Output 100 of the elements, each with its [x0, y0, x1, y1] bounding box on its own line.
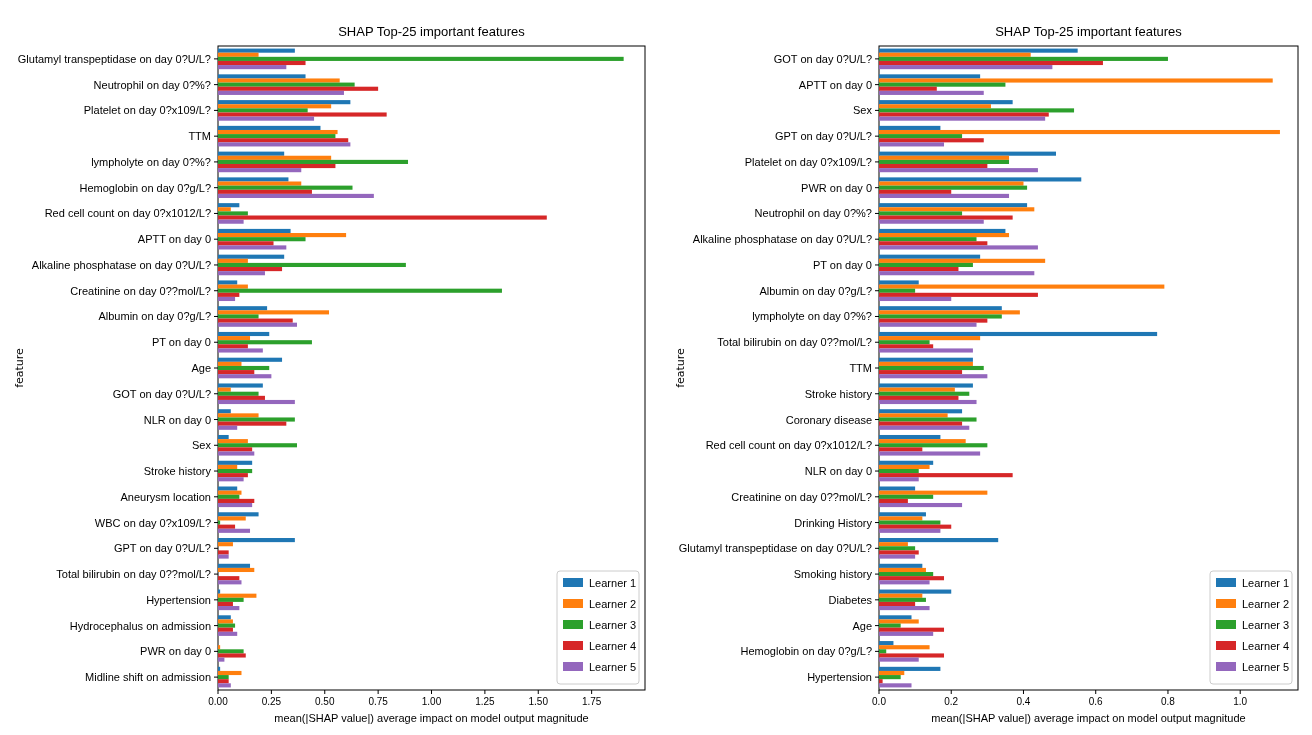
y-tick-label: Aneurysm location	[120, 490, 211, 503]
bar	[879, 649, 887, 654]
bar	[879, 344, 934, 349]
y-tick-label: Total bilirubin on day 0??mol/L?	[717, 336, 872, 349]
y-tick-label: Hydrocephalus on admission	[69, 619, 211, 632]
bar	[879, 425, 970, 430]
bar	[218, 619, 233, 624]
y-tick-label: Hypertension	[146, 593, 211, 606]
bar	[218, 627, 233, 632]
bar	[218, 464, 238, 469]
bar	[218, 679, 229, 684]
x-tick-label: 1.25	[475, 696, 496, 707]
bar	[879, 439, 966, 444]
y-tick-label: Creatinine on day 0??mol/L?	[70, 284, 211, 297]
bar	[879, 181, 1024, 186]
bar	[879, 262, 973, 268]
bar	[879, 78, 1273, 83]
bar	[218, 399, 295, 405]
y-tick-label: Smoking history	[793, 568, 873, 581]
bar	[879, 623, 901, 628]
y-tick-label: Red cell count on day 0?x1012/L?	[705, 439, 872, 452]
bar	[218, 623, 236, 628]
bar	[879, 348, 973, 353]
bar	[218, 447, 253, 452]
bar	[879, 233, 1010, 238]
bar	[218, 494, 240, 499]
bar	[879, 361, 973, 366]
bar	[218, 142, 351, 147]
bar	[218, 193, 374, 198]
bar	[879, 417, 977, 422]
bar	[879, 645, 930, 650]
bar	[879, 116, 1046, 121]
bar	[879, 365, 984, 371]
bar	[218, 567, 255, 573]
bar	[218, 82, 355, 87]
bar	[218, 387, 231, 392]
bar	[218, 683, 231, 688]
bar	[879, 374, 988, 379]
bar	[218, 168, 302, 173]
bar	[879, 498, 908, 503]
bar	[218, 60, 306, 66]
y-tick-label: Glutamyl transpeptidase on day 0?U/L?	[17, 52, 211, 65]
bar	[879, 142, 945, 147]
bar	[218, 370, 255, 375]
y-tick-label: Red cell count on day 0?x1012/L?	[44, 207, 211, 220]
bar	[218, 417, 295, 422]
y-tick-label: Stroke history	[804, 387, 873, 400]
bar	[879, 627, 945, 632]
bar	[879, 524, 952, 529]
bar	[218, 134, 336, 139]
bar	[879, 48, 1078, 53]
bar	[879, 185, 1028, 190]
bar	[218, 631, 238, 636]
bar	[218, 296, 236, 302]
bar	[218, 550, 229, 555]
bar	[218, 512, 259, 517]
x-tick-label: 0.6	[1088, 696, 1104, 707]
bar	[218, 670, 242, 676]
bar	[218, 219, 244, 224]
bar	[879, 314, 1002, 319]
y-tick-label: GPT on day 0?U/L?	[113, 542, 211, 555]
bar	[879, 675, 901, 680]
bar	[218, 207, 231, 212]
bar	[879, 447, 923, 452]
y-tick-label: Alkaline phosphatase on day 0?U/L?	[31, 258, 211, 271]
bar	[879, 395, 959, 400]
bar	[879, 399, 977, 405]
bar	[879, 245, 1038, 250]
bar	[218, 65, 287, 70]
y-tick-label: lympholyte on day 0?%?	[752, 310, 872, 323]
bar	[218, 254, 285, 259]
y-tick-label: Creatinine on day 0??mol/L?	[731, 490, 872, 503]
bar	[218, 258, 248, 263]
bar	[218, 306, 268, 311]
bar	[879, 464, 930, 469]
x-tick-label: 0.0	[872, 696, 887, 707]
bar	[218, 78, 340, 83]
bar	[218, 155, 332, 160]
bar	[879, 542, 908, 547]
bar	[879, 619, 919, 624]
bar	[879, 477, 919, 482]
bar	[218, 189, 312, 194]
bar	[879, 74, 981, 79]
bar	[879, 550, 919, 555]
bar	[218, 524, 236, 529]
bar	[218, 413, 259, 418]
bar	[879, 125, 941, 130]
bar	[879, 357, 973, 362]
y-axis-title: feature	[13, 347, 26, 388]
bar	[218, 365, 270, 371]
bar	[218, 100, 351, 105]
bar	[218, 310, 330, 315]
bar	[218, 554, 229, 559]
bar	[218, 498, 255, 503]
bar	[879, 490, 988, 495]
bar	[879, 284, 1165, 289]
y-tick-label: PT on day 0	[812, 258, 872, 271]
bar	[879, 86, 937, 91]
bar	[879, 451, 981, 456]
y-tick-label: GOT on day 0?U/L?	[773, 52, 872, 65]
